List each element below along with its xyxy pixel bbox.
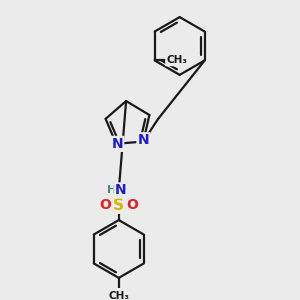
Text: O: O (100, 198, 111, 212)
Text: N: N (115, 183, 126, 197)
Text: N: N (112, 137, 123, 151)
Text: H: H (107, 184, 116, 195)
Text: O: O (126, 198, 138, 212)
Text: CH₃: CH₃ (166, 56, 187, 65)
Text: CH₃: CH₃ (108, 291, 129, 300)
Text: N: N (137, 133, 149, 147)
Text: S: S (113, 198, 124, 213)
